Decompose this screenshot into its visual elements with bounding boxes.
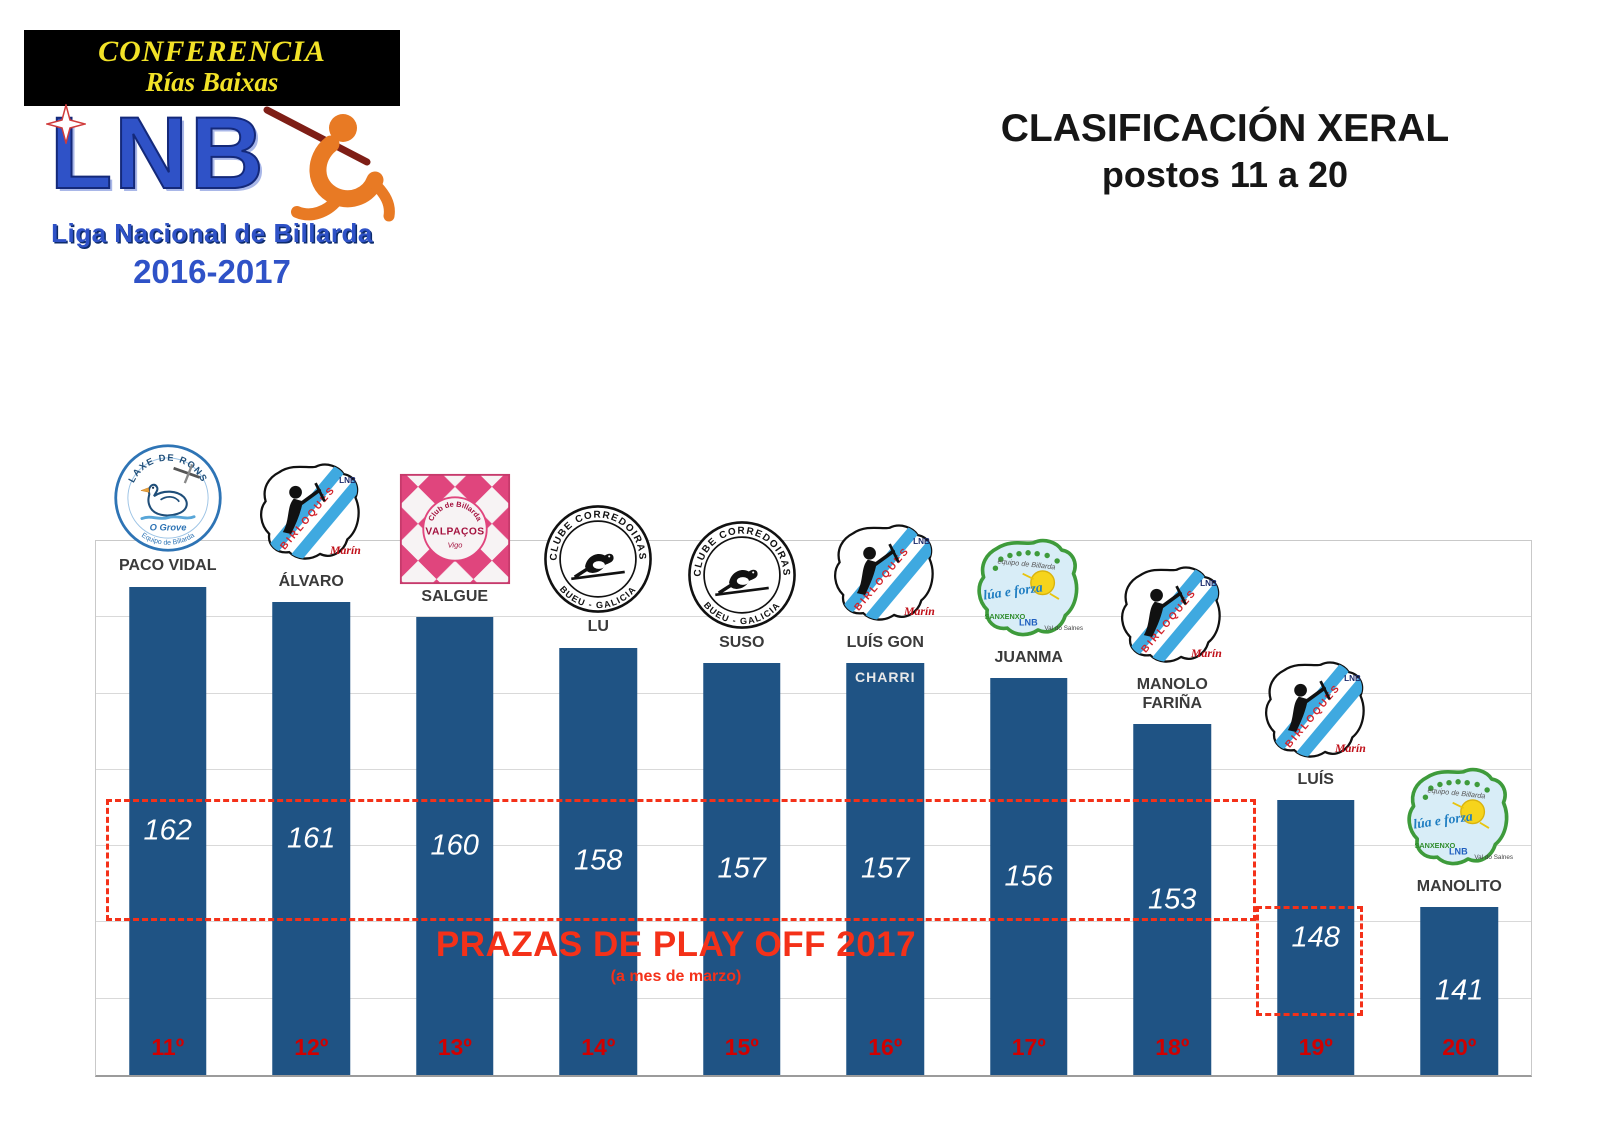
corredoiras-logo-icon	[683, 519, 801, 631]
bar-value: 153	[1148, 883, 1197, 916]
lnb-logo: LNB	[24, 101, 400, 222]
player-header: LUÍS	[1241, 656, 1391, 794]
chart-column: PACO VIDAL 162 11º	[96, 541, 240, 1075]
bar-position-label: 12º	[294, 1034, 329, 1060]
chart-column: JUANMA 156 17º	[957, 541, 1101, 1075]
conference-name: CONFERENCIA	[98, 35, 326, 68]
bar-value: 158	[574, 844, 623, 877]
birloques-marin-logo-icon	[1257, 656, 1375, 768]
player-name: JUANMA	[994, 648, 1063, 666]
conference-region: Rías Baixas	[145, 67, 279, 98]
bar: CHARRI 157 16º	[846, 663, 924, 1075]
gridlines	[96, 541, 1531, 1075]
bar-position-label: 14º	[581, 1034, 616, 1060]
bar-chart: PACO VIDAL 162 11º ÁLVARO 161 12º SALGUE 160 13º…	[95, 540, 1532, 1077]
birloques-marin-logo-icon	[826, 519, 944, 631]
chart-column: LU 158 14º	[527, 541, 671, 1075]
chart-column: LUÍS GON CHARRI 157 16º	[814, 541, 958, 1075]
lua-e-forza-logo-icon	[1400, 763, 1518, 875]
bar-position-label: 19º	[1298, 1034, 1333, 1060]
bar-position-label: 11º	[151, 1034, 185, 1060]
chart-column: MANOLO FARIÑA 153 18º	[1101, 541, 1245, 1075]
player-name: ÁLVARO	[278, 572, 344, 590]
player-name: MANOLO FARIÑA	[1136, 676, 1208, 712]
valpacos-logo-icon	[396, 473, 514, 585]
player-header: ÁLVARO	[236, 458, 386, 596]
page-title: CLASIFICACIÓN XERAL postos 11 a 20	[985, 106, 1465, 196]
player-name: LUÍS	[1297, 770, 1334, 788]
bar-position-label: 13º	[437, 1034, 472, 1060]
title-line1: CLASIFICACIÓN XERAL	[1000, 107, 1450, 150]
player-header: SALGUE	[380, 473, 530, 611]
bar-value: 160	[430, 829, 479, 862]
corredoiras-logo-icon	[539, 503, 657, 615]
chart-column: ÁLVARO 161 12º	[240, 541, 384, 1075]
bar: 157 15º	[703, 663, 781, 1075]
playoff-subtitle: (a mes de marzo)	[610, 968, 742, 985]
runner-icon	[263, 106, 395, 222]
bar: 141 20º	[1420, 907, 1498, 1075]
bar-value: 161	[287, 822, 336, 855]
gridline	[96, 997, 1531, 999]
bar-position-label: 17º	[1011, 1034, 1046, 1060]
title-line2: postos 11 a 20	[1101, 153, 1349, 195]
gridline	[96, 692, 1531, 694]
laxe-de-rons-logo-icon	[109, 442, 227, 554]
chart-column: MANOLITO 141 20º	[1388, 541, 1532, 1075]
gridline	[96, 845, 1531, 847]
chart-column: LUÍS 148 19º	[1244, 541, 1388, 1075]
bar-position-label: 18º	[1155, 1034, 1190, 1060]
player-name: SUSO	[719, 633, 765, 651]
player-header: LUÍS GON	[810, 519, 960, 657]
chart-columns: PACO VIDAL 162 11º ÁLVARO 161 12º SALGUE 160 13º…	[96, 541, 1531, 1075]
player-name: MANOLITO	[1416, 877, 1502, 895]
bar-value: 157	[717, 852, 766, 885]
bar-position-label: 16º	[868, 1034, 903, 1060]
gridline	[96, 921, 1531, 923]
player-name: LUÍS GON	[846, 633, 924, 651]
bar: 161 12º	[272, 602, 350, 1075]
bar-value: 141	[1435, 974, 1484, 1007]
bar: 156 17º	[990, 678, 1068, 1075]
player-header: SUSO	[667, 519, 817, 657]
lua-e-forza-logo-icon	[970, 534, 1088, 646]
bar-value: 157	[861, 852, 910, 885]
conference-banner: CONFERENCIA Rías Baixas	[24, 30, 400, 106]
player-name: PACO VIDAL	[119, 557, 217, 575]
bar: 158 14º	[559, 647, 637, 1075]
player-header: JUANMA	[954, 534, 1104, 672]
gridline	[96, 768, 1531, 770]
chart-column: SALGUE 160 13º	[383, 541, 527, 1075]
gridline	[96, 616, 1531, 618]
season-label: 2016-2017	[133, 252, 291, 290]
bar-value: 162	[143, 814, 192, 847]
playoff-title: PRAZAS DE PLAY OFF 2017	[435, 925, 917, 964]
player-name: SALGUE	[421, 587, 489, 605]
bar-position-label: 20º	[1442, 1034, 1477, 1060]
bar: 162 11º	[129, 586, 207, 1075]
league-name: Liga Nacional de Billarda	[51, 217, 373, 248]
player-header: PACO VIDAL	[93, 442, 243, 580]
player-header: MANOLO FARIÑA	[1097, 561, 1247, 718]
bar-position-label: 15º	[724, 1034, 759, 1060]
chart-column: SUSO 157 15º	[670, 541, 814, 1075]
bar-sublabel: CHARRI	[855, 669, 916, 686]
bar-value: 148	[1291, 921, 1340, 954]
player-name: LU	[587, 618, 609, 636]
bar: 160 13º	[416, 617, 494, 1075]
birloques-marin-logo-icon	[252, 458, 370, 570]
birloques-marin-logo-icon	[1113, 561, 1231, 673]
league-brand: CONFERENCIA Rías Baixas LNB Liga Naciona…	[24, 30, 400, 291]
lnb-acronym: LNB	[49, 95, 266, 210]
player-header: LU	[523, 503, 673, 641]
player-header: MANOLITO	[1384, 763, 1534, 901]
bar: 153 18º	[1133, 724, 1211, 1075]
bar-value: 156	[1004, 860, 1053, 893]
playoff-annotation: PRAZAS DE PLAY OFF 2017 (a mes de marzo)	[246, 925, 1106, 986]
star-icon	[46, 103, 86, 144]
bar: 148 19º	[1277, 800, 1355, 1075]
